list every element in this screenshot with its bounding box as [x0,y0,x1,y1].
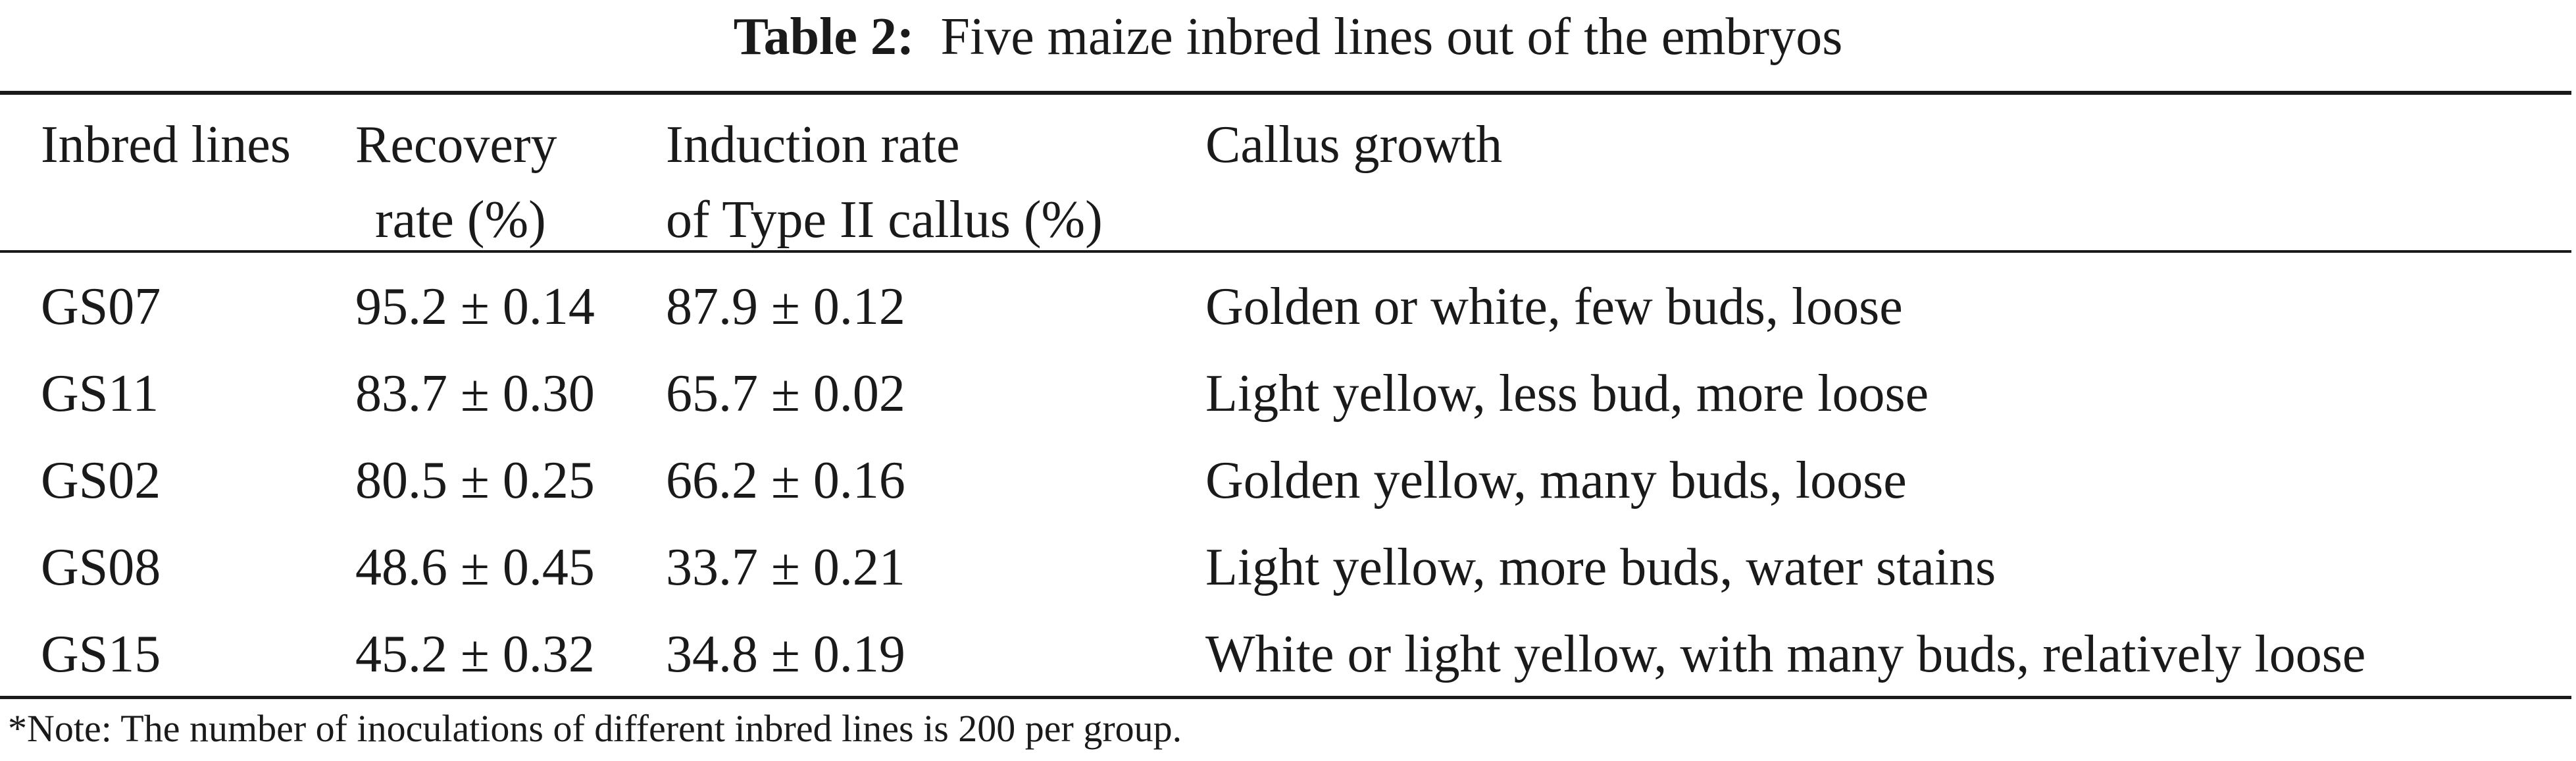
table-row-induction: 66.2 ± 0.16 [666,452,905,510]
table-row-line: GS15 [41,625,161,683]
table-row-growth: Light yellow, less bud, more loose [1205,365,1929,423]
header-inbred-lines: Inbred lines [41,116,291,174]
table-row-growth: Golden yellow, many buds, loose [1205,452,1907,510]
table-footnote: *Note: The number of inoculations of dif… [8,707,1182,750]
header-induction-line1: Induction rate [666,116,960,174]
header-recovery-line1: Recovery [355,116,557,174]
table-row-induction: 87.9 ± 0.12 [666,278,905,336]
table-row-recovery: 83.7 ± 0.30 [355,365,595,423]
table-row-growth: Light yellow, more buds, water stains [1205,538,1996,596]
table-row-line: GS11 [41,365,159,423]
table-row-recovery: 80.5 ± 0.25 [355,452,595,510]
table-row-line: GS02 [41,452,161,510]
table-row-growth: White or light yellow, with many buds, r… [1205,625,2366,683]
table-top-rule [0,91,2571,95]
table-caption-text: Five maize inbred lines out of the embry… [940,8,1843,66]
table-bottom-rule [0,696,2571,699]
table-row-line: GS08 [41,538,161,596]
table-row-growth: Golden or white, few buds, loose [1205,278,1903,336]
table-row-induction: 34.8 ± 0.19 [666,625,905,683]
table-caption-label: Table 2: [733,8,915,66]
table-row-induction: 33.7 ± 0.21 [666,538,905,596]
table-row-recovery: 45.2 ± 0.32 [355,625,595,683]
header-induction-line2: of Type II callus (%) [666,191,1103,249]
table-row-recovery: 48.6 ± 0.45 [355,538,595,596]
table-header-rule [0,250,2571,253]
table-caption: Table 2: Five maize inbred lines out of … [0,5,2576,68]
header-callus-growth: Callus growth [1205,116,1503,174]
table-row-induction: 65.7 ± 0.02 [666,365,905,423]
header-recovery-line2: rate (%) [375,191,546,249]
table-row-line: GS07 [41,278,161,336]
table-row-recovery: 95.2 ± 0.14 [355,278,595,336]
